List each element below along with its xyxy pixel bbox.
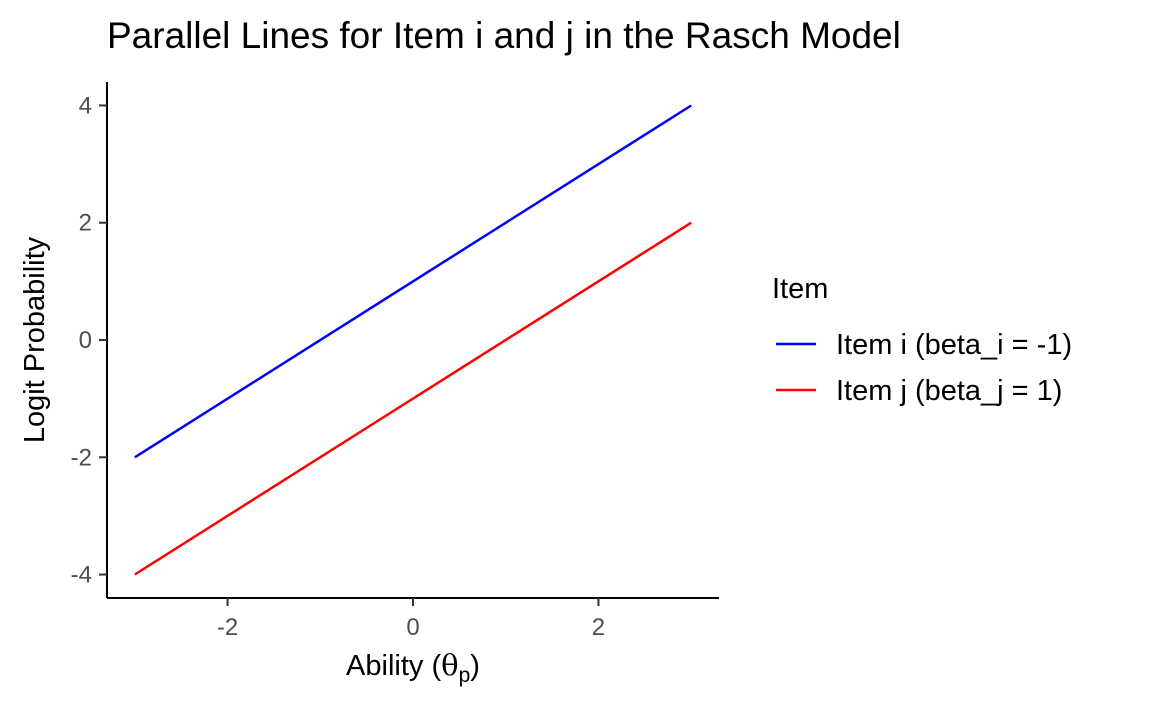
chart-title: Parallel Lines for Item i and j in the R… xyxy=(107,15,901,56)
x-tick-label: 0 xyxy=(406,614,419,641)
legend-label-item-i: Item i (beta_i = -1) xyxy=(836,329,1072,361)
y-ticks: -4 -2 0 2 4 xyxy=(71,92,107,589)
x-ticks: -2 0 2 xyxy=(217,598,605,641)
y-tick-label: 2 xyxy=(79,210,92,237)
legend-title: Item xyxy=(772,273,828,305)
x-axis-title-text: Ability ( xyxy=(346,650,441,682)
y-tick-label: 0 xyxy=(79,327,92,354)
y-tick-label: -4 xyxy=(71,562,92,589)
series-line-item-i xyxy=(134,104,692,459)
series-line-item-j xyxy=(134,221,692,576)
legend-label-item-j: Item j (beta_j = 1) xyxy=(836,375,1062,407)
y-tick-label: 4 xyxy=(79,92,92,119)
x-axis-title: Ability (θp) xyxy=(346,648,480,687)
x-tick-label: -2 xyxy=(217,614,238,641)
legend: Item Item i (beta_i = -1) Item j (beta_j … xyxy=(772,273,1072,407)
x-axis-title-symbol: θ xyxy=(441,648,458,682)
x-axis-title-subscript: p xyxy=(459,664,471,687)
y-axis-title: Logit Probability xyxy=(19,236,51,443)
legend-items: Item i (beta_i = -1) Item j (beta_j = 1) xyxy=(776,329,1072,407)
x-tick-label: 2 xyxy=(592,614,605,641)
series-lines xyxy=(134,104,692,576)
axes xyxy=(106,82,719,599)
y-tick-label: -2 xyxy=(71,444,92,471)
x-axis-title-suffix: ) xyxy=(470,650,480,682)
